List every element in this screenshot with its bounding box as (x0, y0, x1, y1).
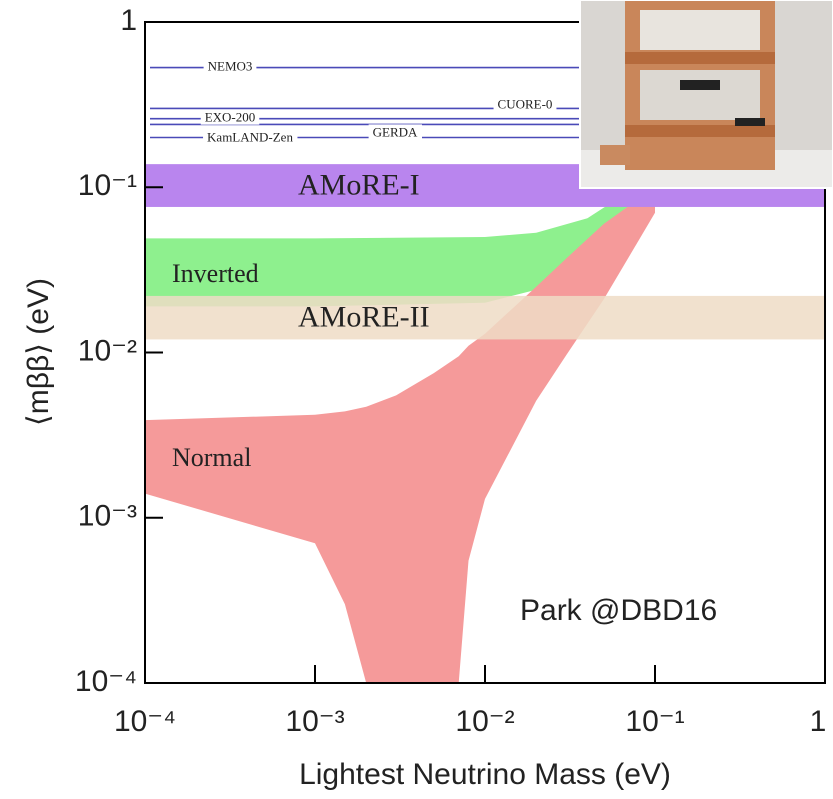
x-axis-label: Lightest Neutrino Mass (eV) (299, 758, 671, 791)
y-tick-label: 10⁻² (78, 334, 137, 367)
x-tick-label: 1 (810, 705, 827, 738)
limit-label: CUORE-0 (498, 96, 553, 111)
x-tick-label: 10⁻³ (285, 705, 344, 738)
y-tick-label: 10⁻¹ (78, 169, 137, 202)
y-tick-label: 1 (120, 4, 137, 37)
label-background (200, 109, 260, 125)
x-tick-label: 10⁻⁴ (114, 705, 176, 738)
limit-label: NEMO3 (208, 59, 253, 74)
limit-label: KamLAND-Zen (207, 129, 293, 144)
y-tick-label: 10⁻⁴ (75, 665, 137, 698)
label-background (368, 124, 422, 140)
label-background (203, 129, 298, 145)
x-tick-label: 10⁻¹ (625, 705, 684, 738)
band-area (145, 180, 639, 307)
y-axis-label: ⟨mββ⟩ (eV) (22, 278, 55, 426)
x-tick-label: 10⁻² (455, 705, 514, 738)
limit-label: GERDA (373, 124, 418, 139)
annotation: Park @DBD16 (520, 594, 717, 627)
band-label: Normal (172, 443, 251, 472)
sensitivity-label: AMoRE-I (298, 168, 420, 201)
limit-label: EXO-200 (205, 110, 256, 125)
photo (579, 0, 833, 189)
y-tick-label: 10⁻³ (78, 500, 137, 533)
label-background (203, 58, 257, 74)
band-label: Inverted (172, 259, 259, 288)
sensitivity-label: AMoRE-II (298, 301, 430, 334)
axes: 10⁻⁴ 10⁻³ 10⁻² 10⁻¹ 1 10⁻⁴ 10⁻³ 10⁻² 10⁻¹ 1 (75, 4, 826, 738)
sensitivity-band (145, 295, 825, 340)
label-background (493, 96, 557, 112)
